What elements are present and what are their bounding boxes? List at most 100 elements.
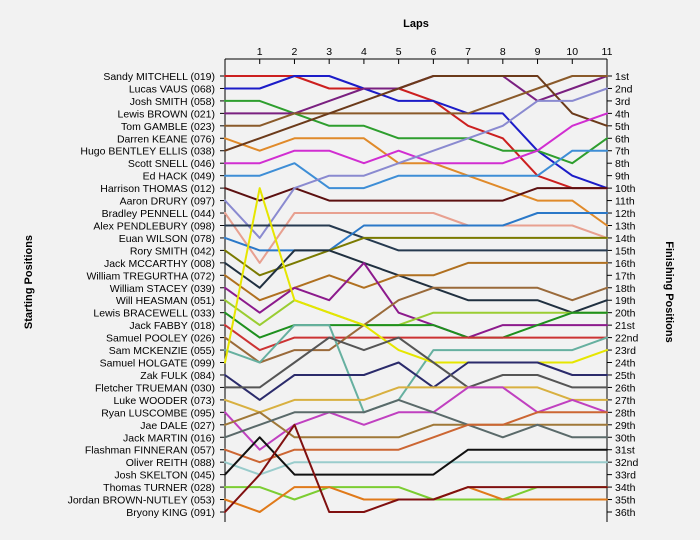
y-axis-title-right: Finishing Positions <box>663 241 675 342</box>
driver-series-line <box>224 187 608 202</box>
finishing-position-label: 2nd <box>615 83 633 95</box>
finishing-position-label: 6th <box>615 133 630 145</box>
driver-series-line <box>224 486 608 501</box>
driver-series-line <box>224 75 608 190</box>
y-axis-title-left: Starting Positions <box>23 235 35 329</box>
driver-series-line <box>224 361 608 401</box>
starting-position-label: Josh SMITH (058) <box>130 96 215 108</box>
starting-position-label: Scott SNELL (046) <box>128 158 215 170</box>
starting-position-label: Ryan LUSCOMBE (095) <box>101 407 215 419</box>
finishing-position-label: 19th <box>615 295 636 307</box>
lap-tick-label: 5 <box>396 46 402 58</box>
driver-series-line <box>224 324 608 352</box>
starting-position-label: Samuel POOLEY (026) <box>106 333 215 345</box>
finishing-position-label: 33rd <box>615 470 636 482</box>
driver-series-line <box>224 75 608 152</box>
finishing-position-label: 27th <box>615 395 636 407</box>
driver-series-line <box>224 336 608 389</box>
driver-series-line <box>224 75 608 127</box>
starting-position-label: Hugo BENTLEY ELLIS (038) <box>80 146 215 158</box>
driver-series-line <box>224 212 608 264</box>
starting-position-label: Euan WILSON (078) <box>119 233 215 245</box>
driver-series-line <box>224 386 608 451</box>
finishing-position-label: 18th <box>615 283 636 295</box>
finishing-position-label: 23rd <box>615 345 636 357</box>
driver-series-line <box>224 212 608 252</box>
lap-tick-label: 9 <box>535 46 541 58</box>
driver-series-line <box>224 286 608 364</box>
starting-position-label: Jack MCCARTHY (008) <box>104 258 215 270</box>
starting-position-label: Ed HACK (049) <box>143 171 215 183</box>
driver-series-line <box>224 236 608 277</box>
driver-series-line <box>224 386 608 414</box>
driver-series-line <box>224 299 608 327</box>
lap-tick-label: 1 <box>257 46 263 58</box>
starting-position-label: Fletcher TRUEMAN (030) <box>95 382 215 394</box>
driver-series-line <box>224 311 608 339</box>
driver-series-line <box>224 149 608 190</box>
finishing-position-label: 22nd <box>615 333 639 345</box>
finishing-position-label: 1st <box>615 71 629 83</box>
lap-tick-label: 7 <box>465 46 471 58</box>
starting-position-label: Lucas VAUS (068) <box>129 83 215 95</box>
starting-position-label: William STACEY (039) <box>110 283 215 295</box>
lap-tick-label: 6 <box>430 46 436 58</box>
finishing-position-label: 29th <box>615 420 636 432</box>
starting-position-label: William TREGURTHA (072) <box>86 270 215 282</box>
starting-position-label: Samuel HOLGATE (099) <box>100 358 215 370</box>
driver-series-line <box>224 398 608 439</box>
series-layer <box>224 75 608 513</box>
finishing-position-label: 11th <box>615 196 635 208</box>
x-axis-title: Laps <box>403 18 429 30</box>
finishing-position-label: 25th <box>615 370 636 382</box>
finishing-position-label: 35th <box>615 495 636 507</box>
starting-position-label: Luke WOODER (073) <box>113 395 215 407</box>
driver-series-line <box>224 423 608 513</box>
finishing-position-label: 16th <box>615 258 636 270</box>
lap-tick-label: 3 <box>326 46 332 58</box>
finishing-position-label: 5th <box>615 121 630 133</box>
starting-position-label: Rory SMITH (042) <box>130 245 215 257</box>
lap-tick-label: 2 <box>292 46 298 58</box>
starting-position-label: Oliver REITH (088) <box>126 457 215 469</box>
lap-tick-label: 4 <box>361 46 367 58</box>
finishing-position-label: 17th <box>615 270 636 282</box>
driver-series-line <box>224 436 608 476</box>
starting-position-label: Lewis BROWN (021) <box>118 108 215 120</box>
driver-series-line <box>224 461 608 476</box>
lap-tick-label: 10 <box>566 46 578 58</box>
finishing-position-label: 4th <box>615 108 630 120</box>
starting-position-label: Jack FABBY (018) <box>129 320 215 332</box>
finishing-position-label: 34th <box>615 482 636 494</box>
finishing-position-label: 32nd <box>615 457 639 469</box>
finishing-position-label: 8th <box>615 158 630 170</box>
finishing-position-label: 36th <box>615 507 636 519</box>
lap-tick-label: 11 <box>602 46 613 58</box>
starting-position-label: Lewis BRACEWELL (033) <box>93 308 215 320</box>
driver-series-line <box>224 411 608 464</box>
driver-series-line <box>224 87 608 239</box>
starting-position-label: Zak FULK (084) <box>140 370 215 382</box>
starting-position-label: Jae DALE (027) <box>140 420 215 432</box>
finishing-position-label: 26th <box>615 382 636 394</box>
driver-series-line <box>224 75 608 190</box>
starting-position-label: Sam MCKENZIE (055) <box>109 345 215 357</box>
starting-position-label: Will HEASMAN (051) <box>116 295 215 307</box>
starting-position-label: Thomas TURNER (028) <box>103 482 215 494</box>
driver-series-line <box>224 187 608 364</box>
finishing-position-label: 14th <box>615 233 636 245</box>
axes: 1 2 3 4 5 6 7 8 9 10 11 <box>220 46 613 522</box>
labels-layer: Sandy MITCHELL (019)Lucas VAUS (068)Josh… <box>68 71 639 519</box>
finishing-position-label: 15th <box>615 245 636 257</box>
finishing-position-label: 9th <box>615 171 630 183</box>
starting-position-label: Sandy MITCHELL (019) <box>103 71 215 83</box>
finishing-position-label: 20th <box>615 308 636 320</box>
finishing-position-label: 13th <box>615 220 636 232</box>
starting-position-label: Jordan BROWN-NUTLEY (053) <box>68 495 215 507</box>
finishing-position-label: 7th <box>615 146 630 158</box>
driver-series-line <box>224 261 608 339</box>
starting-position-label: Aaron DRURY (097) <box>120 196 215 208</box>
driver-series-line <box>224 137 608 227</box>
lap-tick-label: 8 <box>500 46 506 58</box>
